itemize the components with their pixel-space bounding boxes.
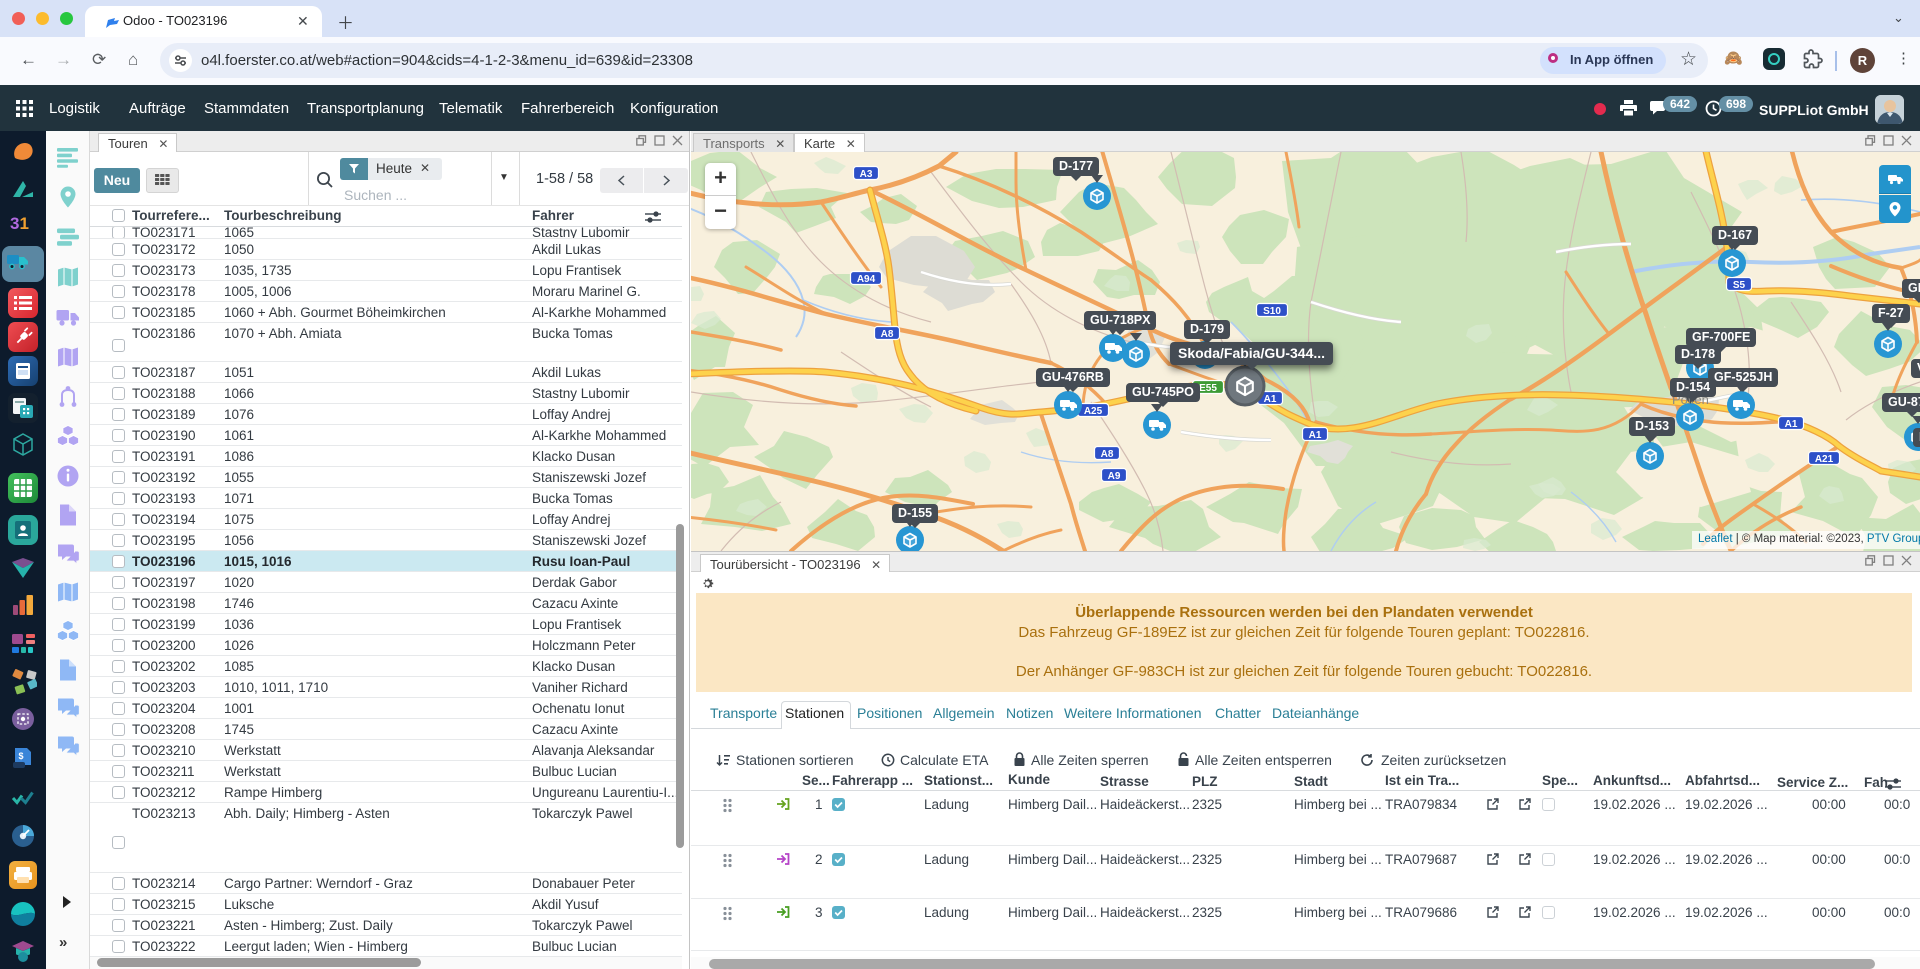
svg-text:A21: A21 [1815, 454, 1834, 465]
svg-text:A8: A8 [881, 329, 894, 340]
svg-text:$: $ [18, 751, 23, 761]
svg-text:S5: S5 [1733, 280, 1746, 291]
svg-text:A1: A1 [1309, 430, 1322, 441]
svg-text:A1: A1 [1785, 419, 1798, 430]
svg-text:A1: A1 [1264, 394, 1277, 405]
svg-text:A25: A25 [1084, 406, 1103, 417]
svg-text:A3: A3 [860, 169, 873, 180]
svg-text:A94: A94 [857, 274, 876, 285]
svg-text:A8: A8 [1101, 449, 1114, 460]
svg-text:S10: S10 [1263, 306, 1281, 317]
svg-text:E55: E55 [1199, 383, 1217, 394]
svg-text:A9: A9 [1108, 471, 1121, 482]
